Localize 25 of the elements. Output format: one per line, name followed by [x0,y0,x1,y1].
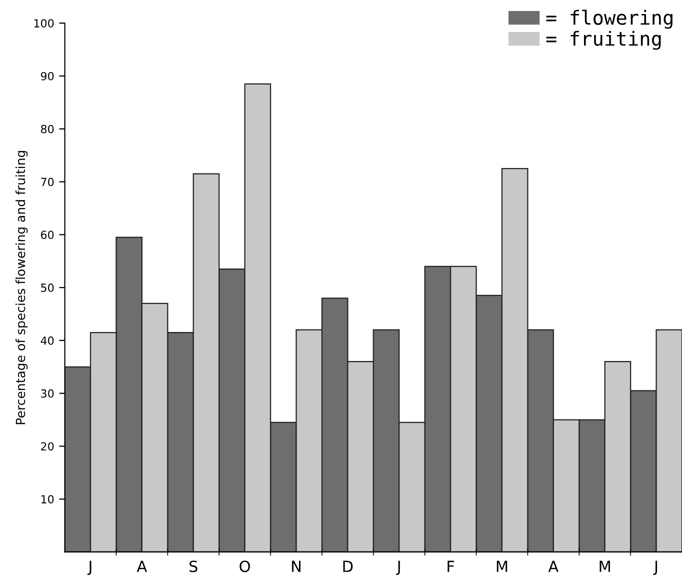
y-tick-label: 100 [34,19,54,28]
x-tick-label: J [653,560,658,575]
legend-label: = flowering [546,10,672,29]
x-tick-label: A [136,560,148,572]
y-axis-title: Percentage of species flowering and fruiting [16,150,28,424]
x-tick-label: J [87,560,92,575]
x-tick-label: N [292,560,300,572]
y-tick-label: 50 [41,284,54,292]
y-tick-label: 40 [40,336,54,345]
x-tick-label: J [396,560,400,575]
y-tick-label: 80 [40,124,54,134]
y-tick-label: 60 [41,230,54,240]
x-tick-label: F [448,560,454,572]
x-tick-label: D [343,560,353,572]
y-tick-label: 90 [40,72,54,80]
x-tick-label: M [496,560,508,572]
x-tick-label: S [190,560,198,572]
y-tick-label: 30 [41,389,54,398]
y-tick-label: 20 [41,442,54,451]
x-tick-label: M [600,560,610,572]
x-tick-label: A [548,560,559,572]
x-tick-label: O [240,560,250,572]
y-tick-label: 10 [41,495,54,504]
y-tick-label: 70 [41,178,54,186]
legend-label: = fruiting [546,30,661,50]
